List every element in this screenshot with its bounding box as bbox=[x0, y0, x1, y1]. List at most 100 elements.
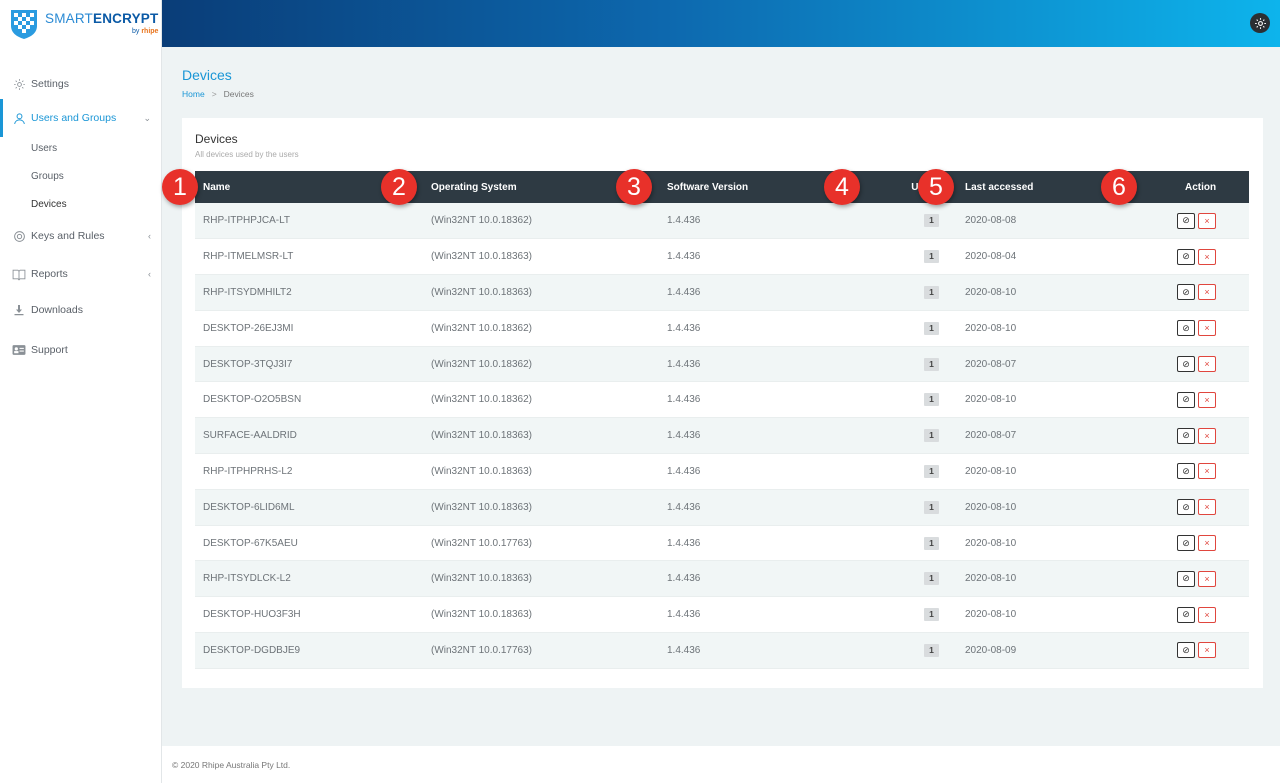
smartencrypt-logo-icon bbox=[9, 8, 39, 40]
cell-users: 1 bbox=[859, 381, 957, 418]
cell-operating-system: (Win32NT 10.0.18363) bbox=[423, 417, 659, 454]
cell-users: 1 bbox=[859, 560, 957, 597]
cell-users: 1 bbox=[859, 632, 957, 669]
disable-device-button[interactable]: ⊘ bbox=[1177, 535, 1195, 552]
remove-device-button[interactable]: × bbox=[1198, 499, 1216, 516]
brand[interactable]: SMARTENCRYPT by rhipe bbox=[0, 0, 161, 47]
cell-last-accessed: 2020-08-10 bbox=[957, 381, 1136, 418]
cell-name: RHP-ITPHPJCA-LT bbox=[195, 203, 423, 239]
gear-icon bbox=[1254, 17, 1266, 29]
table-row: DESKTOP-67K5AEU (Win32NT 10.0.17763) 1.4.4… bbox=[195, 525, 1249, 561]
users-count-badge: 1 bbox=[924, 250, 939, 264]
remove-device-button[interactable]: × bbox=[1198, 642, 1216, 659]
sidebar-subitem-devices[interactable]: Devices bbox=[31, 198, 67, 210]
cell-last-accessed: 2020-08-09 bbox=[957, 632, 1136, 669]
page-title: Devices bbox=[182, 67, 232, 83]
remove-device-button[interactable]: × bbox=[1198, 320, 1216, 337]
top-bar bbox=[162, 0, 1280, 47]
disable-device-button[interactable]: ⊘ bbox=[1177, 320, 1195, 337]
sidebar-item-label: Reports bbox=[31, 268, 68, 280]
disable-device-button[interactable]: ⊘ bbox=[1177, 284, 1195, 301]
cell-users: 1 bbox=[859, 346, 957, 382]
breadcrumb-home-link[interactable]: Home bbox=[182, 89, 205, 99]
cell-users: 1 bbox=[859, 453, 957, 490]
cell-name: DESKTOP-6LID6ML bbox=[195, 489, 423, 526]
id-card-icon bbox=[12, 343, 26, 357]
cell-name: DESKTOP-67K5AEU bbox=[195, 525, 423, 561]
annotation-marker-3: 3 bbox=[616, 169, 652, 205]
remove-device-button[interactable]: × bbox=[1198, 463, 1216, 480]
table-row: DESKTOP-3TQJ3I7 (Win32NT 10.0.18362) 1.4.4… bbox=[195, 346, 1249, 382]
user-icon bbox=[12, 111, 26, 125]
sidebar-item-label: Keys and Rules bbox=[31, 230, 105, 242]
table-row: DESKTOP-O2O5BSN (Win32NT 10.0.18362) 1.4.4… bbox=[195, 381, 1249, 418]
book-icon bbox=[12, 267, 26, 281]
cell-name: DESKTOP-DGDBJE9 bbox=[195, 632, 423, 669]
remove-device-button[interactable]: × bbox=[1198, 391, 1216, 408]
cell-software-version: 1.4.436 bbox=[659, 632, 859, 669]
sidebar-item-downloads[interactable]: Downloads bbox=[0, 298, 161, 322]
cell-action: ⊘ × bbox=[1136, 560, 1249, 597]
remove-device-button[interactable]: × bbox=[1198, 284, 1216, 301]
cell-users: 1 bbox=[859, 525, 957, 561]
users-count-badge: 1 bbox=[924, 643, 939, 657]
cell-users: 1 bbox=[859, 417, 957, 454]
cell-action: ⊘ × bbox=[1136, 525, 1249, 561]
cell-name: RHP-ITMELMSR-LT bbox=[195, 238, 423, 275]
cell-action: ⊘ × bbox=[1136, 381, 1249, 418]
sidebar-nav: Settings Users and Groups ⌄ Users Groups… bbox=[0, 72, 161, 362]
cell-software-version: 1.4.436 bbox=[659, 274, 859, 311]
sidebar-item-support[interactable]: Support bbox=[0, 338, 161, 362]
card-subtitle: All devices used by the users bbox=[195, 150, 299, 159]
sidebar-subitem-groups[interactable]: Groups bbox=[31, 170, 64, 182]
sidebar-item-users-and-groups[interactable]: Users and Groups ⌄ bbox=[0, 99, 161, 137]
disable-device-button[interactable]: ⊘ bbox=[1177, 642, 1195, 659]
remove-device-button[interactable]: × bbox=[1198, 212, 1216, 229]
table-row: DESKTOP-DGDBJE9 (Win32NT 10.0.17763) 1.4.4… bbox=[195, 632, 1249, 669]
remove-device-button[interactable]: × bbox=[1198, 427, 1216, 444]
cell-software-version: 1.4.436 bbox=[659, 453, 859, 490]
remove-device-button[interactable]: × bbox=[1198, 570, 1216, 587]
disable-device-button[interactable]: ⊘ bbox=[1177, 356, 1195, 373]
cell-last-accessed: 2020-08-10 bbox=[957, 453, 1136, 490]
remove-device-button[interactable]: × bbox=[1198, 356, 1216, 373]
annotation-marker-1: 1 bbox=[162, 169, 198, 205]
disable-device-button[interactable]: ⊘ bbox=[1177, 570, 1195, 587]
cell-last-accessed: 2020-08-10 bbox=[957, 525, 1136, 561]
chevron-left-icon: ‹ bbox=[148, 231, 151, 241]
brand-name: SMARTENCRYPT bbox=[45, 11, 159, 27]
cell-software-version: 1.4.436 bbox=[659, 560, 859, 597]
cell-operating-system: (Win32NT 10.0.18363) bbox=[423, 274, 659, 311]
breadcrumb: Home > Devices bbox=[182, 89, 254, 99]
settings-gear-button[interactable] bbox=[1250, 13, 1270, 33]
remove-device-button[interactable]: × bbox=[1198, 535, 1216, 552]
disable-device-button[interactable]: ⊘ bbox=[1177, 248, 1195, 265]
sidebar-item-label: Users and Groups bbox=[31, 112, 117, 124]
table-row: RHP-ITMELMSR-LT (Win32NT 10.0.18363) 1.4.4… bbox=[195, 238, 1249, 275]
disable-device-button[interactable]: ⊘ bbox=[1177, 606, 1195, 623]
cell-name: DESKTOP-O2O5BSN bbox=[195, 381, 423, 418]
disable-device-button[interactable]: ⊘ bbox=[1177, 427, 1195, 444]
cell-last-accessed: 2020-08-10 bbox=[957, 310, 1136, 347]
cell-operating-system: (Win32NT 10.0.18363) bbox=[423, 560, 659, 597]
sidebar-subitem-users[interactable]: Users bbox=[31, 142, 58, 154]
sidebar-item-keys-and-rules[interactable]: Keys and Rules ‹ bbox=[0, 224, 161, 248]
cell-last-accessed: 2020-08-10 bbox=[957, 560, 1136, 597]
disable-device-button[interactable]: ⊘ bbox=[1177, 391, 1195, 408]
sidebar-item-settings[interactable]: Settings bbox=[0, 72, 161, 96]
disable-device-button[interactable]: ⊘ bbox=[1177, 463, 1195, 480]
annotation-marker-5: 5 bbox=[918, 169, 954, 205]
cell-last-accessed: 2020-08-10 bbox=[957, 596, 1136, 633]
sidebar-item-reports[interactable]: Reports ‹ bbox=[0, 262, 161, 286]
remove-device-button[interactable]: × bbox=[1198, 248, 1216, 265]
cell-action: ⊘ × bbox=[1136, 417, 1249, 454]
table-row: RHP-ITSYDMHILT2 (Win32NT 10.0.18363) 1.4.4… bbox=[195, 274, 1249, 311]
cell-name: DESKTOP-HUO3F3H bbox=[195, 596, 423, 633]
disable-device-button[interactable]: ⊘ bbox=[1177, 212, 1195, 229]
cell-software-version: 1.4.436 bbox=[659, 310, 859, 347]
cell-software-version: 1.4.436 bbox=[659, 346, 859, 382]
remove-device-button[interactable]: × bbox=[1198, 606, 1216, 623]
disable-device-button[interactable]: ⊘ bbox=[1177, 499, 1195, 516]
sidebar-item-label: Support bbox=[31, 344, 68, 356]
table-row: DESKTOP-26EJ3MI (Win32NT 10.0.18362) 1.4.4… bbox=[195, 310, 1249, 347]
